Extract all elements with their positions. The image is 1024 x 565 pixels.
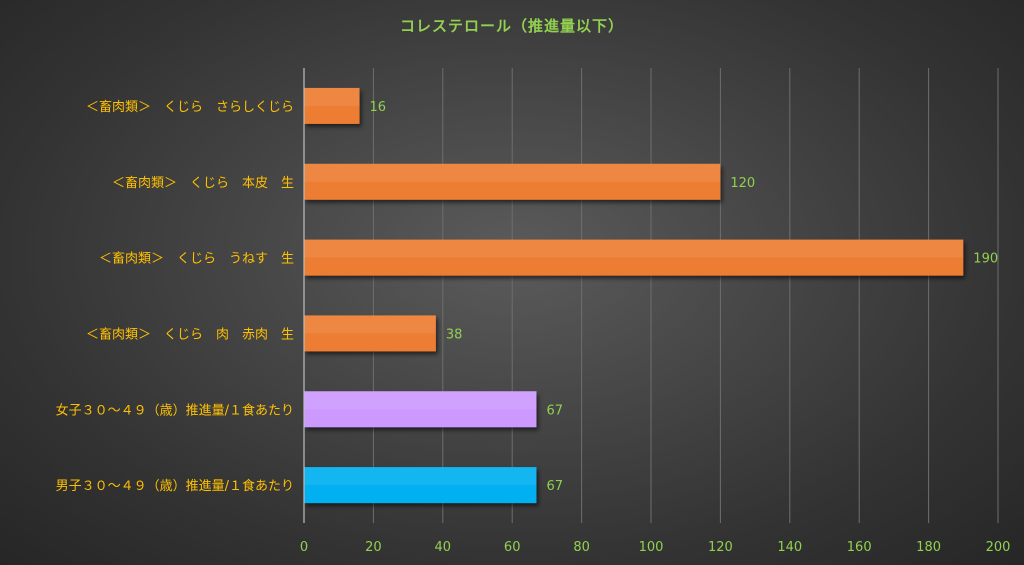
category-label: ＜畜肉類＞ くじら うねす 生 bbox=[99, 251, 294, 267]
x-tick-label: 160 bbox=[847, 540, 872, 555]
x-tick-label: 0 bbox=[300, 540, 308, 555]
category-label: 男子３０～４９（歳）推進量/１食あたり bbox=[56, 478, 294, 494]
bar-highlight bbox=[304, 87, 360, 106]
bar bbox=[304, 391, 537, 428]
bar bbox=[304, 239, 964, 276]
x-tick-label: 140 bbox=[777, 540, 802, 555]
x-tick-label: 80 bbox=[573, 540, 590, 555]
bar bbox=[304, 87, 360, 124]
bar bbox=[304, 315, 436, 352]
x-tick-label: 200 bbox=[986, 540, 1011, 555]
x-tick-label: 40 bbox=[435, 540, 452, 555]
bars bbox=[304, 87, 964, 504]
category-label: 女子３０～４９（歳）推進量/１食あたり bbox=[56, 402, 294, 418]
x-tick-label: 60 bbox=[504, 540, 521, 555]
data-label: 67 bbox=[546, 403, 563, 418]
bar-highlight bbox=[304, 467, 537, 486]
x-tick-label: 120 bbox=[708, 540, 733, 555]
data-label: 38 bbox=[446, 327, 463, 342]
x-tick-label: 20 bbox=[365, 540, 382, 555]
chart-title: コレステロール（推進量以下） bbox=[399, 17, 624, 35]
bar bbox=[304, 163, 721, 200]
bar bbox=[304, 467, 537, 504]
bar-highlight bbox=[304, 391, 537, 410]
bar-highlight bbox=[304, 163, 721, 182]
data-label: 120 bbox=[730, 176, 755, 191]
bar-highlight bbox=[304, 239, 964, 258]
category-label: ＜畜肉類＞ くじら さらしくじら bbox=[86, 99, 294, 115]
data-label: 67 bbox=[546, 479, 563, 494]
x-tick-label: 100 bbox=[639, 540, 664, 555]
gridlines bbox=[372, 68, 999, 523]
category-label: ＜畜肉類＞ くじら 本皮 生 bbox=[112, 175, 294, 191]
data-label: 190 bbox=[973, 252, 998, 267]
category-label: ＜畜肉類＞ くじら 肉 赤肉 生 bbox=[86, 326, 294, 342]
x-tick-label: 180 bbox=[916, 540, 941, 555]
labels: 0 20 40 60 80 100 120 140 160 180 200 ＜畜肉類＞ くじら さらし… bbox=[56, 99, 1011, 555]
bar-highlight bbox=[304, 315, 436, 334]
data-label: 16 bbox=[370, 100, 387, 115]
